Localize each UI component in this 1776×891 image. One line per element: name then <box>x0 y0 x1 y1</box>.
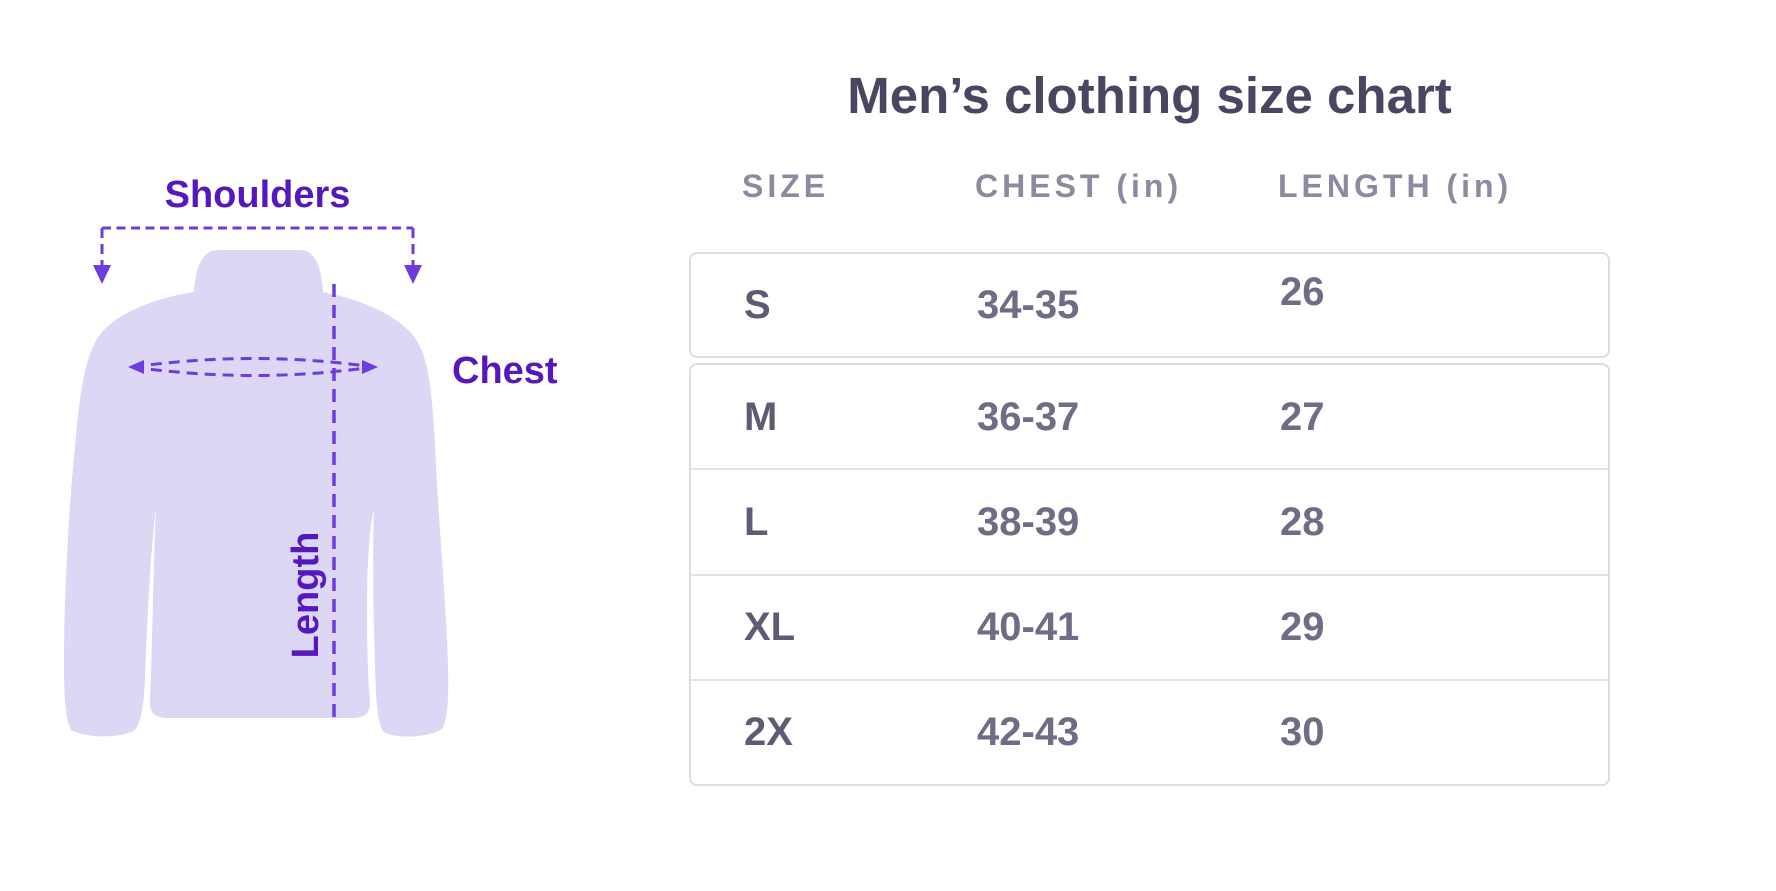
size-cell: S <box>744 283 771 327</box>
length-label: Length <box>285 531 327 659</box>
length-cell: 29 <box>1280 605 1325 650</box>
chest-arrowhead-left <box>128 360 144 374</box>
chart-title: Men’s clothing size chart <box>847 67 1452 124</box>
shoulders-label: Shoulders <box>164 174 351 216</box>
shirt-diagram <box>64 226 449 737</box>
length-cell: 26 <box>1280 270 1325 314</box>
table-row-l: L 38-39 28 <box>691 468 1608 573</box>
shoulders-measure-bracket <box>100 226 415 266</box>
chest-arrowhead-right <box>362 360 378 374</box>
chest-label: Chest <box>452 350 558 392</box>
chest-cell: 42-43 <box>977 710 1080 755</box>
table-row-m: M 36-37 27 <box>691 365 1608 468</box>
size-cell: 2X <box>744 710 793 755</box>
table-card-top: S 34-35 26 <box>689 252 1610 358</box>
shoulder-arrowhead-left <box>93 265 111 284</box>
chest-cell: 34-35 <box>977 283 1080 327</box>
shirt-silhouette <box>64 250 449 737</box>
size-cell: M <box>744 394 778 439</box>
table-row-s: S 34-35 26 <box>691 254 1608 356</box>
column-header-length: LENGTH (in) <box>1278 168 1513 204</box>
length-cell: 27 <box>1280 394 1325 439</box>
table-row-xl: XL 40-41 29 <box>691 573 1608 679</box>
table-header-row: SIZE CHEST (in) LENGTH (in) <box>689 168 1610 204</box>
size-cell: L <box>744 499 769 544</box>
size-cell: XL <box>744 605 796 650</box>
column-header-size: SIZE <box>742 168 830 204</box>
chest-cell: 40-41 <box>977 605 1080 650</box>
shoulder-arrowhead-right <box>404 265 422 284</box>
chest-cell: 38-39 <box>977 499 1080 544</box>
chest-cell: 36-37 <box>977 394 1080 439</box>
column-header-chest: CHEST (in) <box>975 168 1183 204</box>
length-cell: 28 <box>1280 499 1325 544</box>
length-cell: 30 <box>1280 710 1325 755</box>
table-card-bottom: M 36-37 27 L 38-39 28 XL 40-41 29 2X 42-… <box>689 363 1610 786</box>
table-row-2x: 2X 42-43 30 <box>691 678 1608 784</box>
